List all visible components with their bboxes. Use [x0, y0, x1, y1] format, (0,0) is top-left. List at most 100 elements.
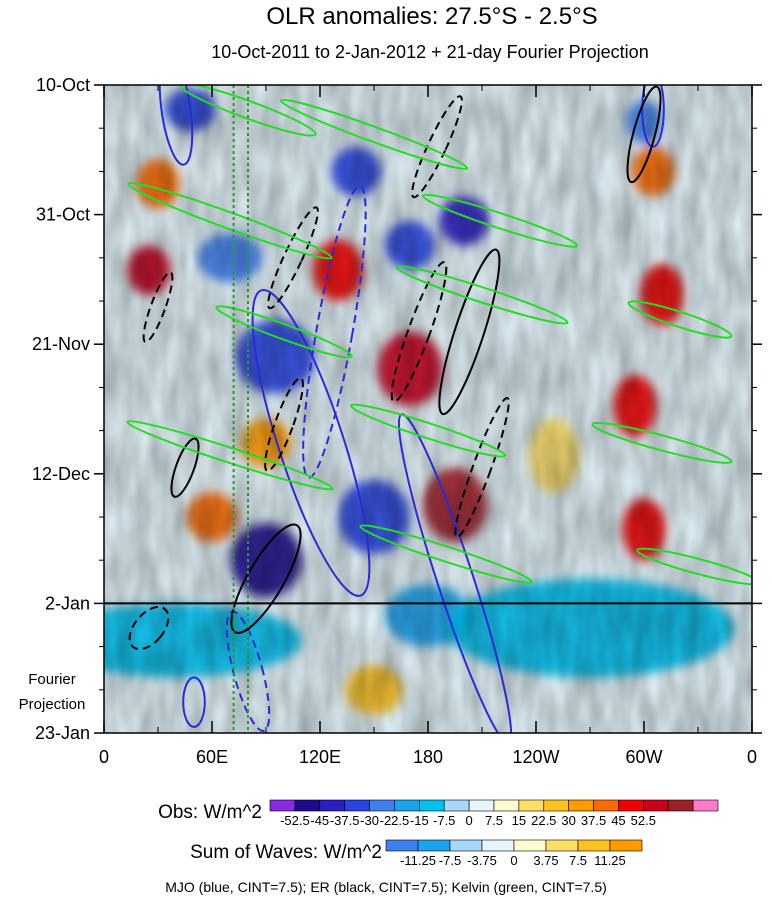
- kelvin-contour-23: [395, 265, 569, 325]
- obs-bar-level-4: -30: [360, 813, 379, 828]
- waves-bar-swatch-8: [609, 839, 643, 852]
- chart-title: OLR anomalies: 27.5°S - 2.5°S: [266, 3, 597, 30]
- kelvin-contour-24: [215, 305, 353, 359]
- waves-bar-level-4: 0: [510, 853, 517, 868]
- y-tick-label-6: 23-Jan: [35, 723, 90, 743]
- mjo-contour-1: [158, 85, 194, 166]
- waves-bar-swatch-1: [385, 839, 419, 852]
- kelvin-contour-30: [636, 547, 752, 586]
- obs-bar-level-13: 37.5: [581, 813, 606, 828]
- obs-bar-level-6: -15: [410, 813, 429, 828]
- obs-bar-swatch-4: [344, 799, 370, 812]
- obs-bar-swatch-1: [269, 799, 296, 812]
- obs-bar-swatch-15: [618, 799, 644, 812]
- obs-bar-level-2: -45: [310, 813, 329, 828]
- er-contour-8: [438, 248, 501, 416]
- obs-colorbar: -52.5 -45 -37.5 -30 -22.5 -15 -7.5 0 7.5 15 22.5 30…: [269, 799, 719, 828]
- obs-bar-swatch-17: [667, 799, 694, 812]
- x-tick-label-4: 180: [413, 747, 443, 767]
- er-contour-15: [142, 271, 174, 344]
- waves-bar-level-7: 11.25: [594, 853, 626, 868]
- wave-contours: [126, 85, 752, 733]
- waves-bar-swatch-4: [481, 839, 515, 852]
- kelvin-contour-25: [627, 300, 733, 339]
- waves-bar-level-5: 3.75: [533, 853, 558, 868]
- waves-bar-swatch-5: [513, 839, 547, 852]
- obs-bar-level-5: -22.5: [380, 813, 410, 828]
- obs-bar-swatch-3: [319, 799, 345, 812]
- y-tick-label-3: 21-Nov: [32, 334, 90, 354]
- chart-subtitle: 10-Oct-2011 to 2-Jan-2012 + 21-day Fouri…: [211, 42, 648, 62]
- mjo-contour-4: [641, 85, 665, 148]
- y-tick-label-4: 12-Dec: [32, 464, 90, 484]
- axes: 0 60E 120E 180 120W 60W 0 10-Oct 31-Oct 21-Nov 12-…: [32, 75, 762, 767]
- texture-overlay: [104, 85, 752, 733]
- y-tick-label-5: 2-Jan: [45, 593, 90, 613]
- forecast-label-line1: Fourier: [28, 671, 76, 688]
- waves-bar-level-1: -11.25: [400, 853, 436, 868]
- kelvin-contour-22: [421, 193, 579, 248]
- kelvin-contour-29: [359, 524, 533, 584]
- obs-bar-swatch-11: [518, 799, 545, 812]
- x-tick-label-5: 120W: [512, 747, 559, 767]
- obs-bar-swatch-16: [643, 799, 669, 812]
- obs-bar-level-11: 22.5: [531, 813, 556, 828]
- waves-bar-level-3: -3.75: [467, 853, 497, 868]
- er-contour-17: [128, 606, 170, 651]
- obs-bar-swatch-7: [419, 799, 445, 812]
- waves-bar-level-2: -7.5: [439, 853, 461, 868]
- x-tick-label-6: 60W: [625, 747, 662, 767]
- kelvin-contour-26: [126, 420, 334, 491]
- obs-bar-swatch-13: [568, 799, 594, 812]
- x-tick-label-3: 120E: [299, 747, 341, 767]
- waves-bar-swatch-2: [417, 839, 451, 852]
- obs-bar-swatch-12: [543, 799, 569, 812]
- waves-bar-swatch-7: [577, 839, 611, 852]
- plot-area: [104, 85, 752, 733]
- er-contour-11: [170, 437, 200, 498]
- waves-bar-swatch-6: [545, 839, 579, 852]
- obs-bar-level-8: 0: [465, 813, 472, 828]
- er-contour-13: [390, 261, 448, 403]
- obs-bar-level-1: -52.5: [280, 813, 310, 828]
- obs-colorbar-label: Obs: W/m^2: [158, 802, 262, 823]
- mjo-contour-2: [251, 289, 371, 597]
- reference-lines: [232, 85, 249, 733]
- obs-bar-swatch-18: [692, 799, 719, 812]
- er-contour-12: [411, 95, 463, 199]
- waves-colorbar-label: Sum of Waves: W/m^2: [190, 842, 382, 863]
- obs-bar-level-15: 52.5: [631, 813, 656, 828]
- y-tick-label-1: 10-Oct: [36, 75, 90, 95]
- obs-bar-level-14: 45: [611, 813, 625, 828]
- kelvin-contour-20: [279, 98, 469, 170]
- mjo-contour-5: [302, 184, 367, 479]
- er-contour-10: [626, 85, 662, 184]
- obs-bar-level-7: -7.5: [433, 813, 455, 828]
- forecast-label-line2: Projection: [19, 696, 86, 713]
- obs-bar-swatch-6: [394, 799, 420, 812]
- kelvin-contour-27: [349, 403, 507, 458]
- x-tick-label-7: 0: [747, 747, 757, 767]
- x-tick-label-2: 60E: [196, 747, 228, 767]
- obs-bar-swatch-9: [468, 799, 495, 812]
- obs-bar-level-3: -37.5: [330, 813, 360, 828]
- waves-colorbar: -11.25 -7.5 -3.75 0 3.75 7.5 11.25: [385, 839, 643, 868]
- kelvin-contour-28: [591, 421, 733, 464]
- mjo-contour-7: [182, 676, 206, 728]
- obs-bar-swatch-10: [493, 799, 520, 812]
- y-tick-label-2: 31-Oct: [36, 205, 90, 225]
- er-contour-18: [454, 396, 510, 539]
- obs-bar-swatch-5: [369, 799, 395, 812]
- obs-bar-swatch-2: [294, 799, 321, 812]
- er-contour-16: [264, 376, 304, 472]
- legend-note: MJO (blue, CINT=7.5); ER (black, CINT=7.…: [165, 879, 607, 895]
- er-contour-14: [267, 206, 319, 310]
- er-contour-9: [230, 523, 302, 634]
- obs-bar-swatch-14: [593, 799, 619, 812]
- obs-bar-level-9: 7.5: [485, 813, 503, 828]
- waves-bar-level-6: 7.5: [569, 853, 587, 868]
- obs-bar-swatch-8: [443, 799, 470, 812]
- obs-bar-level-12: 30: [561, 813, 575, 828]
- obs-bar-level-10: 15: [512, 813, 526, 828]
